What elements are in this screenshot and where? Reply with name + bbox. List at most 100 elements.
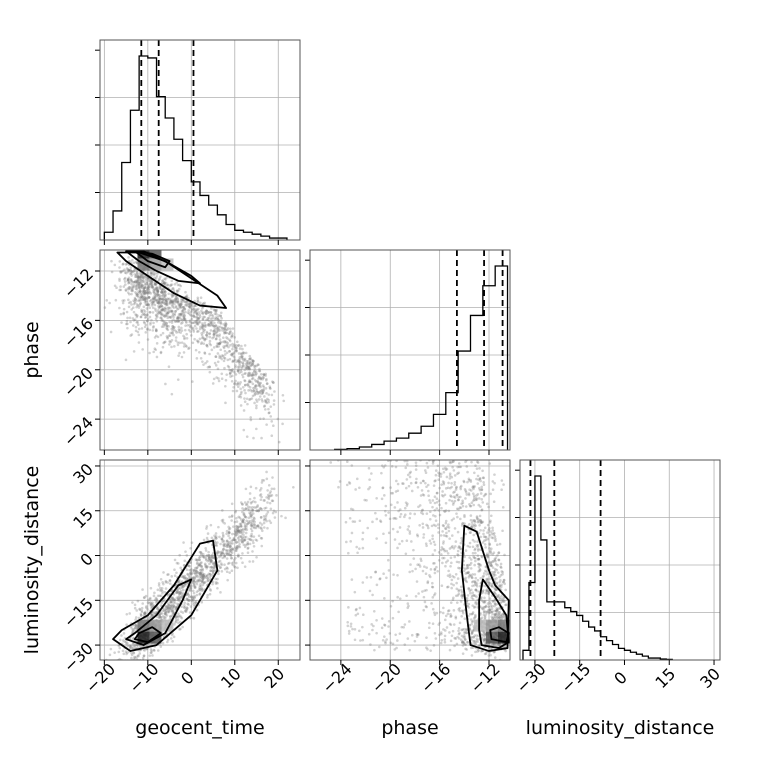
sample-point bbox=[138, 661, 141, 664]
sample-point bbox=[492, 533, 495, 536]
sample-point bbox=[172, 326, 176, 329]
sample-point bbox=[232, 538, 236, 541]
sample-point bbox=[449, 614, 453, 618]
sample-point bbox=[249, 416, 252, 419]
sample-point bbox=[216, 342, 219, 345]
sample-point bbox=[213, 325, 216, 328]
sample-point bbox=[345, 540, 348, 544]
sample-point bbox=[262, 417, 265, 420]
sample-point bbox=[238, 361, 241, 365]
sample-point bbox=[184, 550, 187, 553]
sample-point bbox=[201, 573, 205, 577]
sample-point bbox=[239, 387, 242, 391]
sample-point bbox=[441, 530, 444, 533]
sample-point bbox=[464, 572, 468, 575]
sample-point bbox=[262, 376, 265, 380]
sample-point bbox=[355, 545, 358, 549]
sample-point bbox=[393, 516, 397, 520]
sample-point bbox=[181, 314, 185, 318]
sample-point bbox=[139, 283, 143, 287]
sample-point bbox=[228, 349, 231, 353]
sample-point bbox=[441, 480, 445, 483]
sample-point bbox=[269, 521, 273, 525]
sample-point bbox=[499, 566, 503, 569]
sample-point bbox=[365, 576, 369, 579]
sample-point bbox=[478, 477, 482, 481]
sample-point bbox=[217, 379, 221, 383]
sample-point bbox=[209, 321, 213, 325]
sample-point bbox=[405, 594, 408, 598]
sample-point bbox=[462, 634, 466, 637]
sample-point bbox=[192, 569, 195, 572]
sample-point bbox=[444, 509, 448, 512]
sample-point bbox=[250, 529, 254, 533]
sample-point bbox=[190, 572, 194, 576]
sample-point bbox=[198, 578, 201, 581]
sample-point bbox=[177, 303, 181, 307]
contour-line bbox=[133, 626, 162, 643]
sample-point bbox=[144, 291, 148, 295]
sample-point bbox=[213, 321, 216, 325]
sample-point bbox=[195, 590, 199, 594]
sample-point bbox=[195, 318, 199, 322]
sample-point bbox=[228, 547, 232, 550]
sample-point bbox=[171, 329, 174, 333]
sample-point bbox=[487, 654, 491, 657]
sample-point bbox=[192, 603, 195, 606]
sample-point bbox=[219, 319, 222, 323]
sample-point bbox=[442, 482, 446, 486]
sample-point bbox=[195, 311, 199, 315]
sample-point bbox=[242, 518, 245, 522]
sample-point bbox=[163, 280, 166, 284]
panel-background bbox=[520, 460, 720, 660]
sample-point bbox=[251, 539, 255, 542]
sample-point bbox=[219, 591, 222, 594]
sample-point bbox=[488, 462, 492, 465]
sample-point bbox=[174, 605, 178, 609]
sample-point bbox=[446, 552, 450, 555]
sample-point bbox=[237, 360, 241, 364]
sample-point bbox=[398, 597, 402, 600]
sample-point bbox=[426, 524, 430, 528]
sample-point bbox=[233, 538, 237, 542]
sample-point bbox=[443, 493, 447, 497]
sample-point bbox=[145, 282, 148, 285]
sample-point bbox=[202, 324, 205, 328]
sample-point bbox=[190, 303, 193, 306]
sample-point bbox=[178, 328, 182, 332]
sample-point bbox=[237, 545, 240, 548]
sample-point bbox=[168, 300, 172, 303]
sample-point bbox=[193, 310, 197, 314]
sample-point bbox=[201, 318, 205, 321]
sample-point bbox=[129, 278, 133, 282]
sample-point bbox=[221, 533, 225, 537]
sample-point bbox=[167, 606, 170, 610]
sample-point bbox=[162, 301, 165, 305]
sample-point bbox=[493, 602, 497, 605]
sample-point bbox=[153, 296, 157, 300]
sample-point bbox=[488, 533, 492, 537]
sample-point bbox=[452, 460, 455, 463]
sample-point bbox=[361, 638, 365, 642]
sample-point bbox=[222, 545, 226, 548]
sample-point bbox=[212, 377, 216, 381]
sample-point bbox=[228, 357, 232, 361]
sample-point bbox=[150, 602, 153, 606]
sample-point bbox=[338, 480, 342, 483]
sample-point bbox=[240, 538, 243, 542]
sample-point bbox=[244, 366, 248, 370]
sample-point bbox=[198, 315, 202, 318]
sample-point bbox=[142, 287, 146, 290]
sample-point bbox=[246, 372, 250, 375]
sample-point bbox=[209, 320, 213, 324]
sample-point bbox=[189, 589, 192, 593]
sample-point bbox=[474, 602, 477, 605]
sample-point bbox=[209, 311, 213, 314]
panel-border bbox=[309, 249, 511, 451]
sample-point bbox=[468, 502, 471, 506]
sample-point bbox=[202, 315, 205, 319]
sample-point bbox=[264, 408, 267, 411]
sample-point bbox=[231, 327, 235, 330]
sample-point bbox=[166, 638, 170, 642]
sample-point bbox=[168, 607, 172, 611]
